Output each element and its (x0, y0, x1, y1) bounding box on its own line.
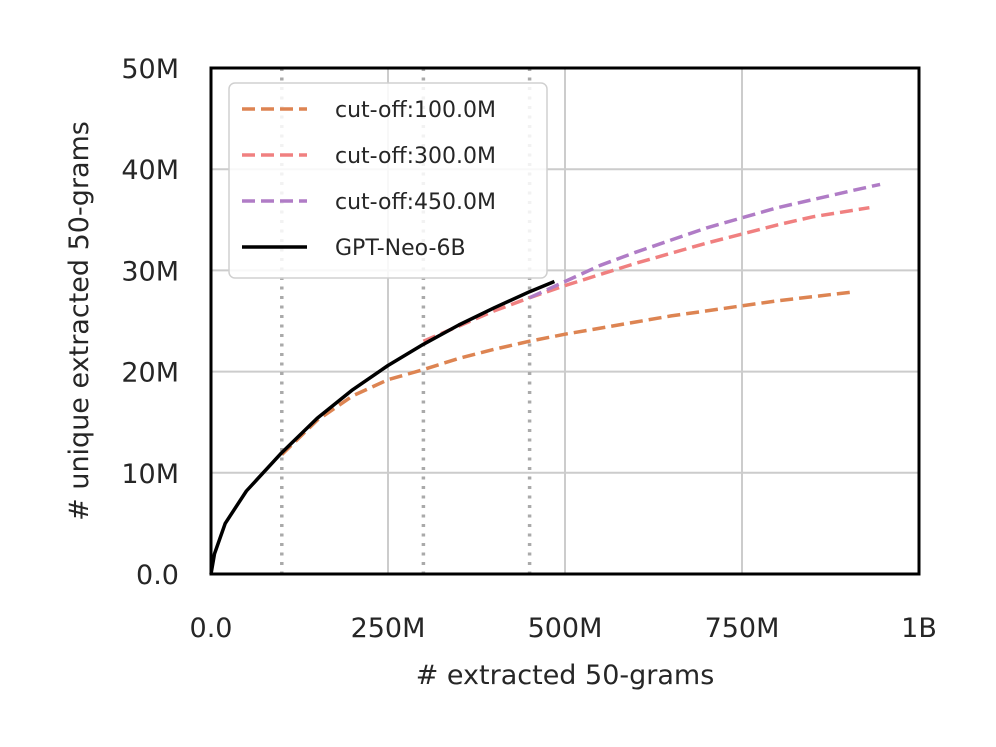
y-axis-label: # unique extracted 50-grams (64, 121, 95, 521)
series-line-2 (528, 182, 881, 300)
legend-box (228, 82, 548, 279)
legend-label-3: GPT-Neo-6B (335, 236, 466, 261)
y-tick-label-4: 40M (121, 155, 179, 186)
x-tick-label-3: 750M (705, 613, 780, 644)
y-tick-label-5: 50M (121, 54, 179, 85)
series-lines (209, 182, 881, 575)
x-tick-labels: 0.0 250M 500M 750M 1B (190, 613, 937, 644)
x-tick-label-0: 0.0 (190, 613, 233, 644)
y-tick-labels: 0.0 10M 20M 30M 40M 50M (121, 54, 179, 591)
y-tick-label-3: 30M (121, 256, 179, 287)
legend: cut-off:100.0M cut-off:300.0M cut-off:450.… (228, 82, 548, 279)
x-tick-label-2: 500M (528, 613, 603, 644)
legend-label-2: cut-off:450.0M (335, 190, 496, 215)
series-line-3 (209, 279, 556, 575)
x-tick-label-4: 1B (901, 613, 937, 644)
legend-label-0: cut-off:100.0M (335, 98, 496, 123)
series-line-0 (280, 289, 856, 456)
x-axis-label: # extracted 50-grams (416, 660, 715, 691)
legend-label-1: cut-off:300.0M (335, 144, 496, 169)
plot-frame (209, 66, 921, 576)
y-tick-label-0: 0.0 (136, 560, 179, 591)
y-tick-label-1: 10M (121, 459, 179, 490)
y-tick-label-2: 20M (121, 358, 179, 389)
x-tick-label-1: 250M (351, 613, 426, 644)
series-line-1 (422, 205, 870, 343)
